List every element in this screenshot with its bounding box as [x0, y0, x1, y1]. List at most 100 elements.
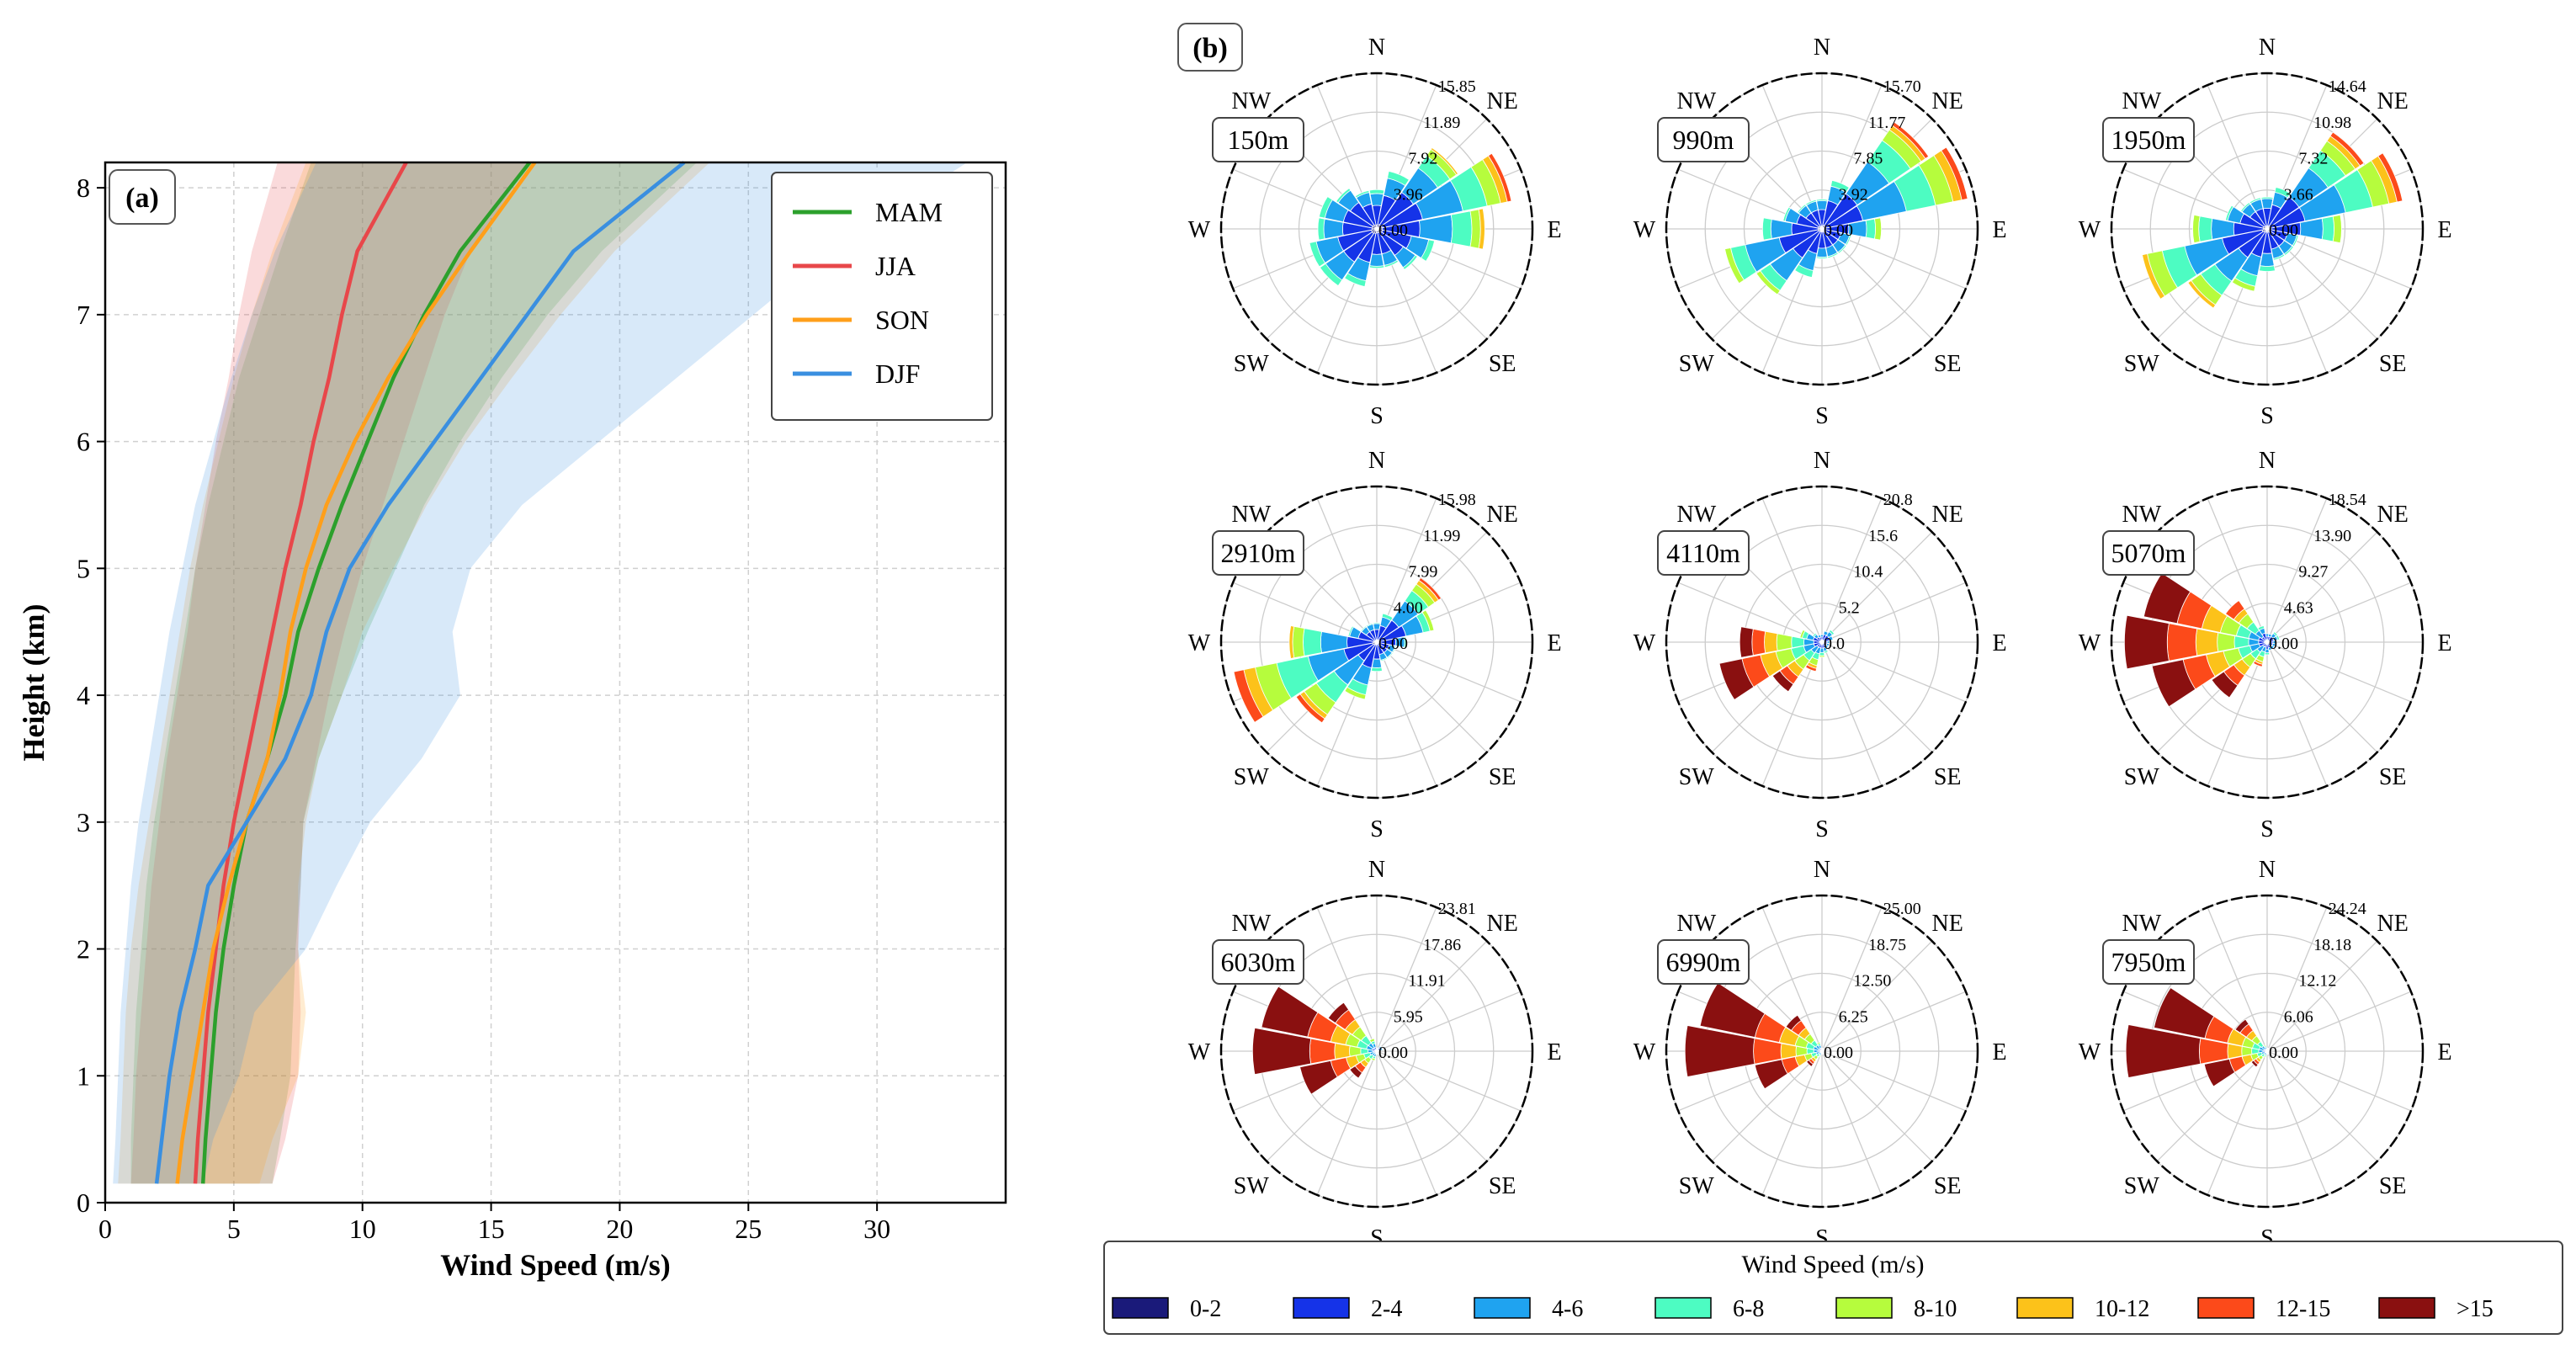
rose-direction-sw: SW	[1679, 764, 1715, 790]
rose-wedge-157.5°-6-8	[1384, 259, 1400, 268]
a-plot-frame	[104, 161, 1007, 1204]
rose-direction-w: W	[2079, 217, 2101, 243]
rose-outer-frame	[1665, 894, 1979, 1209]
rose-spoke	[2207, 906, 2268, 1052]
rose-spoke	[2266, 940, 2378, 1052]
rose-wedge-67.5°-12-15	[1487, 152, 1512, 203]
rose-outer-frame	[1665, 72, 1979, 386]
rose-wedge-292.5°->15	[1261, 986, 1319, 1038]
b-legend-swatch-8-10	[1835, 1297, 1893, 1319]
rose-spoke	[1376, 906, 1437, 1052]
rose-ring-label: 0.00	[1378, 635, 1408, 653]
rose-wedge-247.5°-12-15	[1233, 669, 1264, 723]
rose-wedge-337.5°-6-8	[2249, 197, 2262, 205]
rose-direction-sw: SW	[1234, 351, 1270, 377]
a-y-tick-label: 1	[77, 1060, 90, 1091]
rose-direction-ne: NE	[1932, 88, 1963, 114]
rose-ring-label: 15.98	[1438, 491, 1476, 509]
rose-direction-s: S	[1815, 816, 1829, 842]
rose-wedge-67.5°-8-10	[1421, 609, 1435, 632]
rose-spoke	[2266, 641, 2328, 787]
rose-spoke	[1376, 1050, 1437, 1196]
rose-spoke	[1316, 497, 1378, 643]
rose-wedge-225°-6-8	[1319, 263, 1343, 287]
rose-ring-label: 3.96	[1394, 185, 1423, 204]
rose-direction-w: W	[1633, 1039, 1656, 1065]
rose-height-box	[1212, 939, 1304, 985]
rose-wedge-270°->15	[2123, 614, 2170, 670]
rose-ring-label: 15.85	[1438, 77, 1476, 96]
rose-wedge-225°-10-12	[2187, 279, 2217, 309]
rose-wedge-247.5°->15	[1754, 1059, 1788, 1090]
rose-wedge-247.5°-10-12	[2142, 253, 2165, 300]
a-y-tick-label: 7	[77, 300, 90, 330]
rose-ring-label: 5.2	[1839, 598, 1860, 617]
rose-wedge-270°-8-10	[2192, 214, 2201, 244]
rose-wedge-202.5°-12-15	[2253, 660, 2263, 667]
rose-wedge-315°-12-15	[2224, 599, 2245, 620]
rose-wedge-135°-6-8	[1837, 244, 1847, 254]
rose-spoke	[2207, 497, 2268, 643]
rose-wedge-180°-6-8	[1815, 256, 1829, 259]
rose-wedge-337.5°-6-8	[1805, 199, 1817, 206]
rose-direction-n: N	[2259, 857, 2276, 883]
rose-outer-frame	[2110, 485, 2425, 800]
rose-height-label: 7950m	[2111, 947, 2186, 977]
rose-ring-label: 3.66	[2284, 185, 2313, 204]
rose-spoke	[2207, 641, 2268, 787]
a-line-djf	[154, 161, 686, 1184]
rose-grid: 0.003.967.9211.8915.85NNEESESSWWNW150m0.…	[1188, 35, 2452, 1251]
rose-wedge-135°-6-8	[2283, 245, 2294, 256]
rose-direction-n: N	[1368, 857, 1385, 883]
rose-direction-sw: SW	[1234, 764, 1270, 790]
rose-direction-ne: NE	[2377, 502, 2409, 528]
rose-wedge-270°->15	[2125, 1024, 2202, 1078]
rose-wedge-247.5°->15	[1718, 658, 1755, 700]
rose-wedge-112.5°-6-8	[2292, 234, 2299, 247]
b-legend-swatch-12-15	[2197, 1297, 2255, 1319]
rose-spoke	[1821, 582, 1967, 643]
rose-direction-n: N	[1814, 35, 1830, 61]
rose-spoke	[1316, 906, 1378, 1052]
rose-wedge-270°-12-15	[2166, 623, 2198, 662]
rose-direction-sw: SW	[1234, 1173, 1270, 1199]
rose-wedge-45°-10-12	[1430, 146, 1459, 176]
rose-spoke	[1316, 1050, 1378, 1196]
rose-spoke	[1376, 991, 1522, 1052]
rose-ring-label: 9.27	[2298, 563, 2328, 582]
rose-ring-label: 20.8	[1883, 491, 1913, 509]
b-legend-label-8-10: 8-10	[1914, 1296, 1957, 1322]
rose-spoke	[2266, 497, 2328, 643]
rose-spoke	[1376, 641, 1522, 703]
a-uncertainty-bands	[113, 162, 968, 1184]
rose-wedge-270°-12-15	[1751, 628, 1766, 656]
rose-wedge-315°->15	[1327, 1002, 1350, 1024]
rose-wedge-67.5°-12-15	[2377, 152, 2403, 203]
rose-wedge-292.5°-6-8	[1347, 625, 1354, 637]
rose-wedge-292.5°-8-10	[1799, 629, 1806, 639]
rose-spoke	[1376, 641, 1437, 787]
rose-direction-e: E	[1547, 630, 1561, 656]
rose-wedge-270°-6-8	[1317, 217, 1325, 241]
rose-direction-w: W	[1188, 1039, 1211, 1065]
rose-spoke	[2266, 531, 2378, 643]
rose-ring-label: 0.00	[2269, 1044, 2298, 1062]
rose-direction-nw: NW	[1231, 502, 1271, 528]
rose-direction-ne: NE	[2377, 88, 2409, 114]
b-legend-swatch-10-12	[2016, 1297, 2074, 1319]
a-x-tick-label: 0	[98, 1214, 112, 1244]
rose-wedge-90°-8-10	[2332, 214, 2342, 244]
rose-spoke	[1821, 940, 1933, 1052]
rose-ring-label: 0.00	[2269, 221, 2298, 240]
rose-ring-label: 6.25	[1839, 1007, 1868, 1026]
rose-spoke	[2266, 1050, 2378, 1162]
b-legend-label-6-8: 6-8	[1733, 1296, 1764, 1322]
rose-ring-label: 0.00	[1824, 221, 1853, 240]
wind-rose-990m: 0.00 3.92 7.85 11.77 15.70 N NE E SE S SW W NW 990m	[1633, 35, 2007, 429]
rose-outer-frame	[1219, 894, 1534, 1209]
rose-height-label: 1950m	[2111, 125, 2186, 155]
rose-spoke	[1821, 1050, 1933, 1162]
rose-ring-label: 10.98	[2313, 114, 2351, 132]
